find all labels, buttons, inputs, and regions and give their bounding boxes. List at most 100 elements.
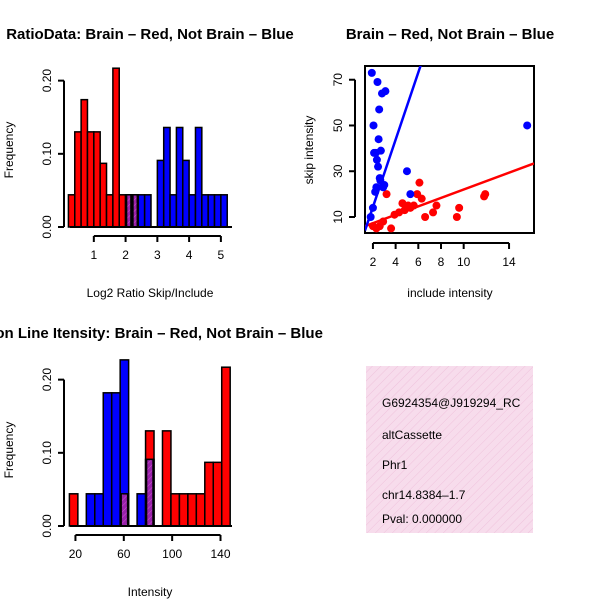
ratio-y-tick-label: 0.10 — [40, 142, 54, 166]
ratio-xlabel: Log2 Ratio Skip/Include — [87, 286, 214, 300]
scatter-point-not-brain — [375, 105, 384, 114]
ratio-y-tick-label: 0.00 — [40, 215, 54, 239]
ratio-x-tick-label: 1 — [90, 248, 97, 262]
ratio-bar-overlap — [125, 194, 132, 228]
ratio-bar-not-brain — [201, 194, 209, 228]
scatter-point-not-brain — [374, 162, 383, 171]
scatter-point-not-brain — [381, 87, 390, 96]
intensity-bar-not-brain — [85, 493, 96, 527]
scatter-point-brain — [455, 203, 464, 212]
scatter-point-not-brain — [402, 167, 411, 176]
ratio-bar-not-brain — [220, 194, 228, 228]
intensity-title: Exon Line Itensity: Brain – Red, Not Bra… — [0, 325, 323, 342]
scatter-point-not-brain — [367, 68, 376, 77]
intensity-y-tick-label: 0.00 — [40, 514, 54, 538]
intensity-x-tick-label: 20 — [69, 547, 83, 561]
scatter-point-not-brain — [372, 183, 381, 192]
ratio-x-tick-label: 2 — [122, 248, 129, 262]
scatter-x-tick-label: 8 — [438, 255, 445, 269]
scatter-point-not-brain — [376, 146, 385, 155]
intensity-x-tick-label: 60 — [117, 547, 131, 561]
ratio-x-tick-label: 4 — [186, 248, 193, 262]
intensity-xlabel: Intensity — [128, 585, 173, 599]
intensity-bar-brain — [178, 493, 189, 527]
intensity-bar-brain — [204, 461, 215, 527]
ratio-bar-brain — [93, 131, 101, 228]
intensity-bar-not-brain — [110, 392, 121, 527]
intensity-bar-overlap — [145, 458, 154, 527]
ratio-bar-not-brain — [143, 194, 152, 228]
ratio-bar-not-brain — [156, 159, 165, 228]
info-location: chr14.8384–1.7 — [382, 488, 466, 502]
intensity-x-tick-label: 100 — [162, 547, 182, 561]
scatter-x-tick-label: 4 — [392, 255, 399, 269]
intensity-bar-overlap — [120, 493, 129, 527]
ratio-bar-brain — [67, 194, 76, 228]
ratio-y-tick-label: 0.20 — [40, 69, 54, 93]
scatter-frame — [364, 65, 535, 234]
ratio-bar-brain — [118, 194, 127, 228]
ratio-bar-brain — [80, 98, 89, 228]
ratio-bar-brain — [99, 162, 108, 228]
scatter-x-tick-label: 14 — [502, 255, 516, 269]
info-box: G6924354@J919294_RC altCassette Phr1 chr… — [366, 366, 533, 533]
scatter-point-not-brain — [366, 212, 375, 221]
scatter-y-tick-label: 70 — [331, 73, 345, 87]
scatter-point-not-brain — [380, 180, 389, 189]
ratio-bar-overlap — [132, 194, 139, 228]
scatter-point-brain — [429, 208, 438, 217]
info-gene: Phr1 — [382, 458, 408, 472]
info-box-background — [366, 366, 533, 533]
ratio-bar-not-brain — [137, 194, 146, 228]
intensity-bar-brain — [212, 461, 223, 527]
scatter-point-brain — [452, 212, 461, 221]
scatter-point-not-brain — [369, 121, 378, 130]
intensity-ylabel: Frequency — [2, 422, 16, 479]
intensity-y-tick-label: 0.10 — [40, 441, 54, 465]
scatter-ylabel: skip intensity — [302, 116, 316, 185]
scatter-y-tick-label: 10 — [331, 210, 345, 224]
ratio-title: RatioData: Brain – Red, Not Brain – Blue — [6, 26, 294, 43]
intensity-bar-brain — [161, 430, 172, 527]
intensity-scatter: Brain – Red, Not Brain – Blue 2 4 6 8 10 14 1… — [302, 26, 554, 300]
ratio-bar-brain — [112, 67, 120, 228]
intensity-bar-brain — [220, 366, 231, 527]
scatter-point-not-brain — [373, 78, 382, 87]
ratio-bar-brain — [74, 131, 82, 228]
intensity-bar-brain — [170, 493, 181, 527]
intensity-y-tick-label: 0.20 — [40, 368, 54, 392]
ratio-x-tick-label: 5 — [218, 248, 225, 262]
intensity-bar-brain — [195, 493, 206, 527]
scatter-point-brain — [382, 190, 391, 199]
scatter-x-tick-label: 2 — [370, 255, 377, 269]
ratio-bar-not-brain — [213, 194, 222, 228]
scatter-point-brain — [415, 178, 424, 187]
scatter-point-not-brain — [372, 155, 381, 164]
intensity-bar-brain — [68, 493, 79, 527]
ratio-bar-not-brain — [188, 194, 197, 228]
info-pval: Pval: 0.000000 — [382, 512, 462, 526]
ratio-bar-not-brain — [194, 126, 203, 228]
scatter-xlabel: include intensity — [407, 286, 492, 300]
scatter-point-brain — [409, 201, 418, 210]
scatter-x-tick-label: 10 — [457, 255, 471, 269]
scatter-y-tick-label: 30 — [331, 164, 345, 178]
intensity-x-tick-label: 140 — [210, 547, 230, 561]
info-id-text: G6924354@J919294_RC — [382, 396, 521, 410]
ratio-bar-not-brain — [175, 126, 184, 228]
scatter-title: Brain – Red, Not Brain – Blue — [346, 26, 554, 43]
info-event-type: altCassette — [382, 428, 442, 442]
ratio-bar-not-brain — [207, 194, 216, 228]
ratio-bar-brain — [86, 131, 95, 228]
scatter-x-tick-label: 6 — [415, 255, 422, 269]
intensity-bar-not-brain — [102, 392, 113, 527]
scatter-point-brain — [481, 190, 490, 199]
scatter-point-not-brain — [374, 135, 383, 144]
scatter-y-tick-label: 50 — [331, 118, 345, 132]
ratio-bar-brain — [105, 194, 114, 228]
intensity-histogram: Exon Line Itensity: Brain – Red, Not Bra… — [0, 325, 323, 599]
scatter-point-brain — [417, 194, 426, 203]
intensity-bar-not-brain — [94, 493, 104, 527]
scatter-fit-not-brain — [365, 66, 422, 231]
scatter-point-not-brain — [368, 203, 377, 212]
